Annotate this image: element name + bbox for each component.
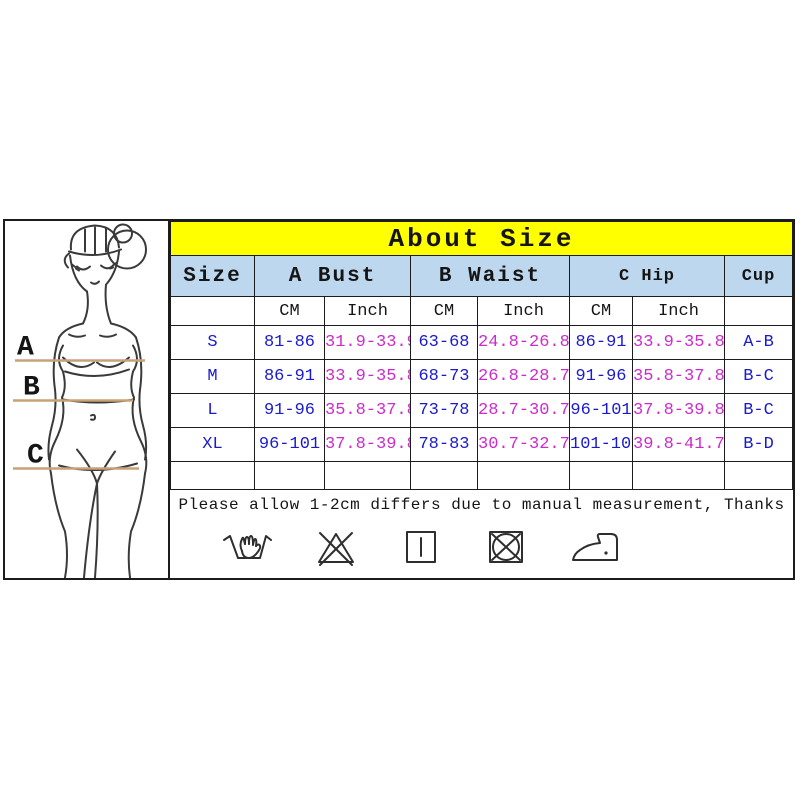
iron-low-heat-icon — [572, 533, 618, 561]
hip-label-c: C — [27, 441, 44, 472]
hip-inch-value: 35.8-37.8 — [632, 359, 725, 394]
bust-cm-value: 81-86 — [254, 325, 325, 360]
title-row: About Size — [170, 221, 793, 256]
measurement-note: Please allow 1-2cm differs due to manual… — [178, 496, 785, 514]
header-row: Size A Bust B Waist C Hip Cup — [170, 255, 793, 297]
col-header-cup: Cup — [724, 255, 793, 297]
units-spacer — [170, 296, 255, 326]
size-row-l: L 91-96 35.8-37.8 73-78 28.7-30.7 96-101… — [170, 393, 793, 428]
bust-inch-value: 37.8-39.8 — [324, 427, 411, 462]
hip-inch-value: 39.8-41.7 — [632, 427, 725, 462]
size-table-panel: About Size Size A Bust B Waist C Hip Cup… — [170, 221, 793, 578]
waist-cm-value: 63-68 — [410, 325, 478, 360]
waist-inch-value: 30.7-32.7 — [477, 427, 570, 462]
drip-dry-icon — [406, 531, 436, 563]
empty-row — [170, 461, 793, 490]
col-header-waist: B Waist — [410, 255, 570, 297]
hip-cm-value: 91-96 — [569, 359, 633, 394]
cup-units-spacer — [724, 296, 793, 326]
size-value: L — [170, 393, 255, 428]
col-header-hip: C Hip — [569, 255, 725, 297]
waist-inch-value: 28.7-30.7 — [477, 393, 570, 428]
cup-value: B-C — [724, 393, 793, 428]
bust-inch-header: Inch — [324, 296, 411, 326]
page-title: About Size — [170, 221, 793, 256]
waist-cm-value: 73-78 — [410, 393, 478, 428]
care-icons-row — [170, 516, 793, 578]
hip-inch-value: 37.8-39.8 — [632, 393, 725, 428]
hand-wash-icon — [223, 535, 272, 559]
hip-cm-value: 96-101 — [569, 393, 633, 428]
size-chart-frame: A B C About Size Size A Bust — [3, 219, 795, 580]
hip-cm-value: 101-106 — [569, 427, 633, 462]
size-value: S — [170, 325, 255, 360]
size-table: About Size Size A Bust B Waist C Hip Cup… — [170, 221, 793, 490]
bust-inch-value: 33.9-35.8 — [324, 359, 411, 394]
size-value: XL — [170, 427, 255, 462]
measurement-lines — [13, 359, 145, 470]
do-not-tumble-dry-icon — [489, 531, 523, 563]
waist-cm-header: CM — [410, 296, 478, 326]
size-value: M — [170, 359, 255, 394]
cup-value: B-C — [724, 359, 793, 394]
size-row-m: M 86-91 33.9-35.8 68-73 26.8-28.7 91-96 … — [170, 359, 793, 394]
bust-cm-header: CM — [254, 296, 325, 326]
bust-cm-value: 96-101 — [254, 427, 325, 462]
cup-value: B-D — [724, 427, 793, 462]
bust-inch-value: 35.8-37.8 — [324, 393, 411, 428]
hip-cm-value: 86-91 — [569, 325, 633, 360]
measurement-figure-panel: A B C — [5, 221, 170, 578]
hip-cm-header: CM — [569, 296, 633, 326]
cup-value: A-B — [724, 325, 793, 360]
bust-cm-value: 91-96 — [254, 393, 325, 428]
col-header-bust: A Bust — [254, 255, 411, 297]
bust-cm-value: 86-91 — [254, 359, 325, 394]
size-row-s: S 81-86 31.9-33.9 63-68 24.8-26.8 86-91 … — [170, 325, 793, 360]
hip-inch-value: 33.9-35.8 — [632, 325, 725, 360]
hip-inch-header: Inch — [632, 296, 725, 326]
waist-inch-value: 24.8-26.8 — [477, 325, 570, 360]
waist-inch-value: 26.8-28.7 — [477, 359, 570, 394]
waist-cm-value: 78-83 — [410, 427, 478, 462]
units-row: CM Inch CM Inch CM Inch — [170, 296, 793, 326]
woman-figure-illustration: A B C — [13, 223, 148, 578]
waist-cm-value: 68-73 — [410, 359, 478, 394]
col-header-size: Size — [170, 255, 255, 297]
bust-inch-value: 31.9-33.9 — [324, 325, 411, 360]
waist-label-b: B — [23, 373, 40, 404]
do-not-bleach-icon — [318, 532, 354, 566]
size-row-xl: XL 96-101 37.8-39.8 78-83 30.7-32.7 101-… — [170, 427, 793, 462]
bust-label-a: A — [17, 333, 34, 364]
waist-inch-header: Inch — [477, 296, 570, 326]
